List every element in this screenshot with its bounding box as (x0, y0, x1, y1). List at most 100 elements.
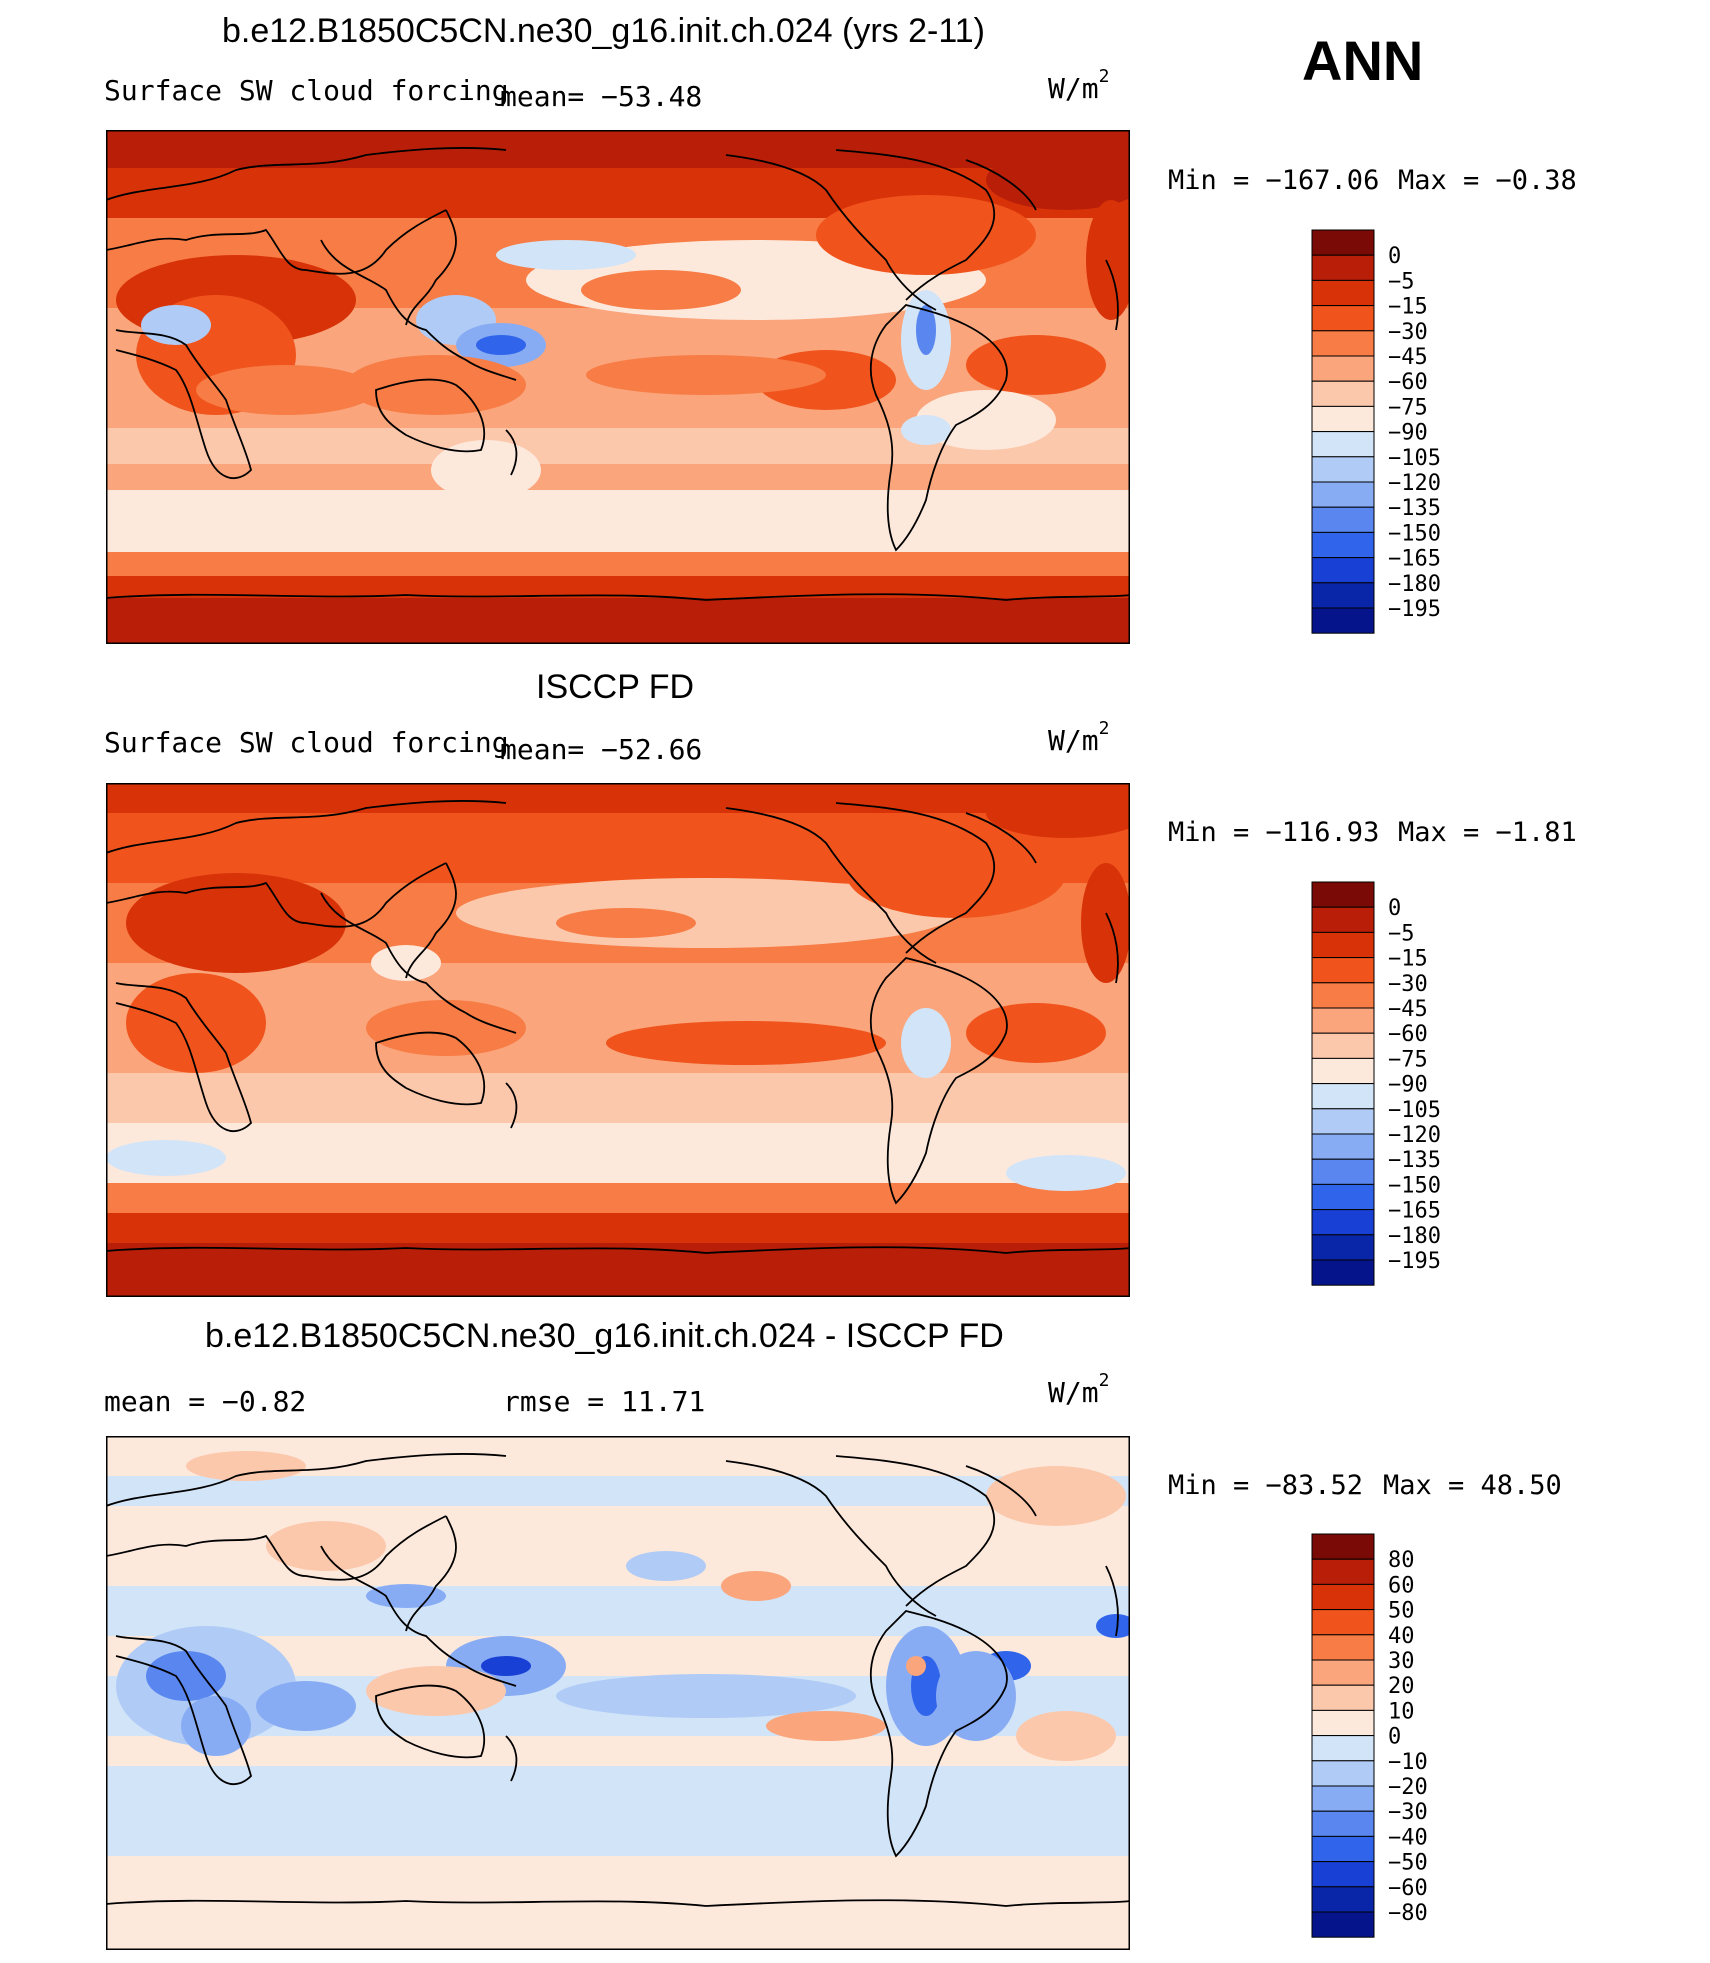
colorbar-segment (1311, 330, 1375, 357)
colorbar-segment (1311, 931, 1375, 959)
panel-1-min: Min = −167.06 (1168, 165, 1380, 196)
colorbar-segment (1311, 1911, 1375, 1938)
colorbar-label: −165 (1388, 1199, 1441, 1224)
colorbar-label: −20 (1388, 1775, 1428, 1800)
colorbar-label: −80 (1388, 1901, 1428, 1926)
colorbar-segment (1311, 229, 1375, 256)
colorbar-label: 50 (1388, 1599, 1415, 1624)
colorbar-label: −105 (1388, 446, 1441, 471)
panel-1-unit: W/m2 (1048, 66, 1110, 105)
colorbar-segment (1311, 1659, 1375, 1686)
colorbar-segment (1311, 456, 1375, 483)
colorbar-segment (1311, 1259, 1375, 1286)
colorbar-label: −105 (1388, 1098, 1441, 1123)
colorbar-label: 40 (1388, 1624, 1415, 1649)
colorbar-segment (1311, 1609, 1375, 1636)
colorbar-label: −180 (1388, 1224, 1441, 1249)
colorbar-label: −135 (1388, 496, 1441, 521)
colorbar-label: −90 (1388, 421, 1428, 446)
colorbar-segment (1311, 1108, 1375, 1135)
colorbar-segment (1311, 305, 1375, 332)
panel-1-colorbar: 0−5−15−30−45−60−75−90−105−120−135−150−16… (1311, 229, 1441, 634)
colorbar-label: −10 (1388, 1750, 1428, 1775)
colorbar-label: −135 (1388, 1148, 1441, 1173)
colorbar-segment (1311, 254, 1375, 281)
colorbar-segment (1311, 1583, 1375, 1611)
panel-2-mean: mean= −52.66 (500, 733, 703, 766)
colorbar-segment (1311, 1533, 1375, 1560)
season-label: ANN (1302, 29, 1424, 92)
colorbar-label: −120 (1388, 471, 1441, 496)
colorbar-segment (1311, 1007, 1375, 1034)
colorbar-label: −15 (1388, 295, 1428, 320)
colorbar-segment (1311, 355, 1375, 382)
panel-3-unit: W/m2 (1048, 1370, 1110, 1409)
colorbar-segment (1311, 1234, 1375, 1261)
panel-2-variable: Surface SW cloud forcing (104, 726, 509, 759)
colorbar-label: −30 (1388, 320, 1428, 345)
colorbar-segment (1311, 1158, 1375, 1185)
colorbar-label: −165 (1388, 547, 1441, 572)
colorbar-segment (1311, 481, 1375, 508)
colorbar-label: −75 (1388, 1047, 1428, 1072)
panel-1-max: Max = −0.38 (1398, 165, 1577, 196)
colorbar-segment (1311, 1133, 1375, 1160)
colorbar-label: 0 (1388, 896, 1401, 921)
colorbar-segment (1311, 1760, 1375, 1787)
colorbar-label: 20 (1388, 1674, 1415, 1699)
panel-1-variable: Surface SW cloud forcing (104, 74, 509, 107)
colorbar-label: −150 (1388, 1173, 1441, 1198)
colorbar-segment (1311, 1810, 1375, 1837)
colorbar-segment (1311, 380, 1375, 407)
colorbar-label: 30 (1388, 1649, 1415, 1674)
colorbar-label: 80 (1388, 1548, 1415, 1573)
panel-1-map (106, 130, 1130, 644)
colorbar-label: −45 (1388, 997, 1428, 1022)
panel-3-title: b.e12.B1850C5CN.ne30_g16.init.ch.024 - I… (205, 1317, 1004, 1355)
colorbar-label: −5 (1388, 921, 1415, 946)
colorbar-label: −120 (1388, 1123, 1441, 1148)
colorbar-label: −60 (1388, 1876, 1428, 1901)
colorbar-segment (1311, 1183, 1375, 1211)
colorbar-label: −195 (1388, 1249, 1441, 1274)
panel-2-unit: W/m2 (1048, 718, 1110, 757)
colorbar-label: −150 (1388, 521, 1441, 546)
colorbar-segment (1311, 582, 1375, 609)
colorbar-segment (1311, 1886, 1375, 1913)
colorbar-label: 0 (1388, 1725, 1401, 1750)
colorbar-label: −180 (1388, 572, 1441, 597)
colorbar-segment (1311, 1835, 1375, 1863)
colorbar-label: 0 (1388, 244, 1401, 269)
colorbar-label: −50 (1388, 1851, 1428, 1876)
colorbar-segment (1311, 906, 1375, 933)
colorbar-segment (1311, 1861, 1375, 1888)
colorbar-label: −30 (1388, 1800, 1428, 1825)
colorbar-segment (1311, 957, 1375, 984)
panel-3-rmse: rmse = 11.71 (503, 1385, 706, 1418)
colorbar-segment (1311, 506, 1375, 533)
colorbar-segment (1311, 607, 1375, 634)
colorbar-segment (1311, 1785, 1375, 1812)
panel-1-mean: mean= −53.48 (500, 80, 703, 113)
panel-3-max: Max = 48.50 (1383, 1470, 1562, 1501)
colorbar-segment (1311, 279, 1375, 307)
colorbar-label: −15 (1388, 947, 1428, 972)
colorbar-segment (1311, 1634, 1375, 1661)
panel-2-max: Max = −1.81 (1398, 817, 1577, 848)
panel-2-colorbar: 0−5−15−30−45−60−75−90−105−120−135−150−16… (1311, 881, 1441, 1286)
colorbar-segment (1311, 1735, 1375, 1762)
colorbar-segment (1311, 1032, 1375, 1059)
colorbar-segment (1311, 1684, 1375, 1711)
colorbar-segment (1311, 557, 1375, 584)
colorbar-segment (1311, 982, 1375, 1009)
colorbar-label: −40 (1388, 1825, 1428, 1850)
colorbar-segment (1311, 881, 1375, 908)
colorbar-label: −30 (1388, 972, 1428, 997)
colorbar-label: −5 (1388, 269, 1415, 294)
colorbar-label: −90 (1388, 1073, 1428, 1098)
colorbar-label: 60 (1388, 1573, 1415, 1598)
colorbar-label: −60 (1388, 1022, 1428, 1047)
colorbar-segment (1311, 1209, 1375, 1236)
